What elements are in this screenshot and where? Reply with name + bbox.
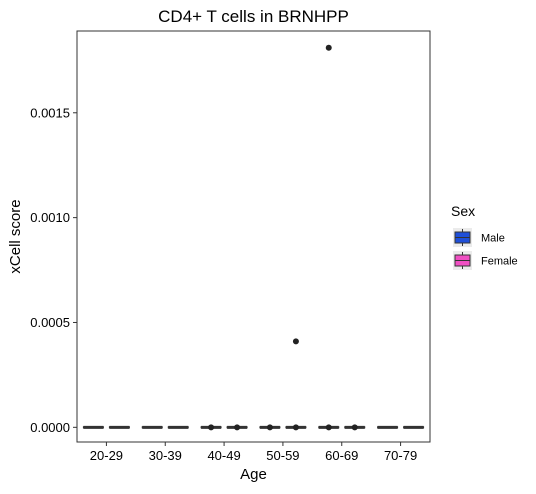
y-tick-label: 0.0015 [30, 105, 70, 120]
x-tick-label: 50-59 [266, 448, 299, 463]
outlier-point [266, 424, 273, 431]
plot-panel [76, 30, 431, 443]
legend-label-male: Male [481, 233, 505, 245]
x-tick-label: 20-29 [90, 448, 123, 463]
y-tick-label: 0.0000 [30, 420, 70, 435]
y-tick-label: 0.0005 [30, 315, 70, 330]
outlier-point [234, 424, 241, 431]
chart-title: CD4+ T cells in BRNHPP [158, 7, 349, 26]
outlier-point [208, 424, 215, 431]
outlier-point [325, 424, 332, 431]
y-axis-title: xCell score [7, 199, 24, 273]
x-axis-title: Age [240, 466, 267, 483]
legend-title: Sex [451, 203, 475, 219]
x-tick-label: 70-79 [384, 448, 417, 463]
outlier-point [292, 338, 299, 345]
legend-label-female: Female [481, 256, 518, 268]
outlier-point [351, 424, 358, 431]
x-tick-label: 40-49 [207, 448, 240, 463]
x-tick-label: 60-69 [325, 448, 358, 463]
outlier-point [292, 424, 299, 431]
plot-root: CD4+ T cells in BRNHPP 0.0000 0.0005 0.0010… [7, 7, 518, 483]
outlier-point [325, 44, 332, 51]
x-tick-label: 30-39 [149, 448, 182, 463]
y-tick-label: 0.0010 [30, 210, 70, 225]
